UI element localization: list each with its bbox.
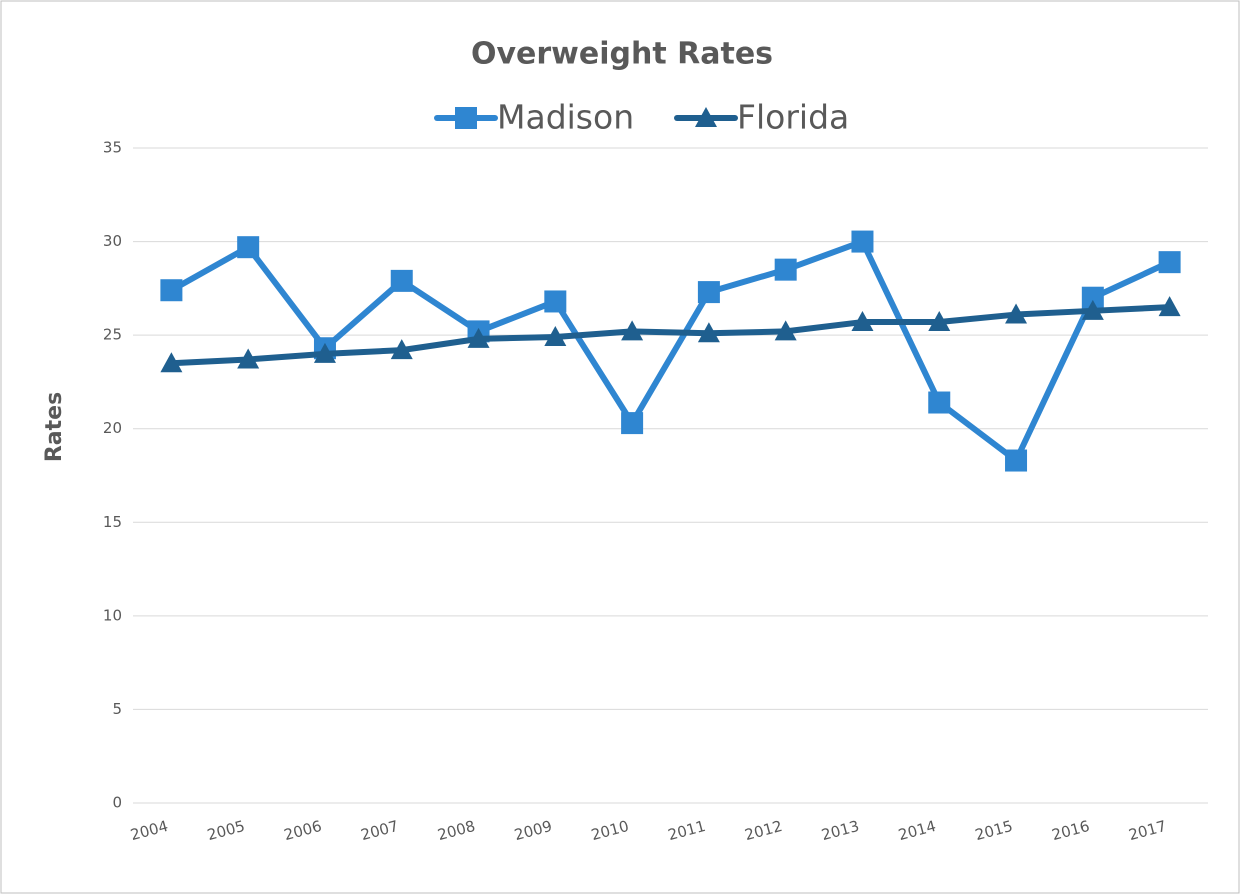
legend-label: Madison (497, 98, 634, 137)
y-tick-label: 10 (103, 606, 122, 624)
data-point (1081, 286, 1104, 309)
y-tick-label: 25 (103, 326, 122, 344)
data-point (1158, 251, 1181, 274)
data-point (160, 352, 183, 373)
data-point (1005, 449, 1028, 472)
y-tick-label: 0 (112, 794, 122, 812)
series-line (169, 238, 1171, 464)
legend-label: Florida (737, 98, 849, 137)
data-point (621, 412, 644, 435)
data-point (544, 326, 567, 347)
legend-marker (455, 107, 477, 129)
data-point (928, 391, 951, 414)
data-point (928, 311, 951, 332)
data-point (544, 290, 567, 313)
data-point (851, 230, 874, 253)
data-point (1081, 299, 1104, 320)
chart-title: Overweight Rates (471, 37, 773, 72)
y-tick-label: 15 (103, 513, 122, 531)
legend-marker (695, 107, 717, 127)
data-point (1005, 303, 1028, 324)
data-point (390, 269, 413, 292)
data-point (774, 258, 797, 281)
data-point (697, 322, 720, 343)
data-point (1158, 296, 1181, 317)
series-line (171, 304, 1170, 367)
y-tick-label: 20 (103, 419, 122, 437)
y-tick-label: 30 (103, 232, 122, 250)
y-tick-label: 35 (103, 139, 122, 157)
data-point (160, 279, 183, 302)
y-tick-label: 5 (112, 700, 122, 718)
data-point (697, 281, 720, 304)
data-point (390, 339, 413, 360)
data-point (774, 320, 797, 341)
y-axis-label: Rates (42, 392, 67, 462)
data-point (621, 320, 644, 341)
data-point (851, 311, 874, 332)
data-point (237, 348, 260, 369)
data-point (313, 342, 336, 363)
data-point (237, 236, 260, 259)
data-point (467, 327, 490, 348)
